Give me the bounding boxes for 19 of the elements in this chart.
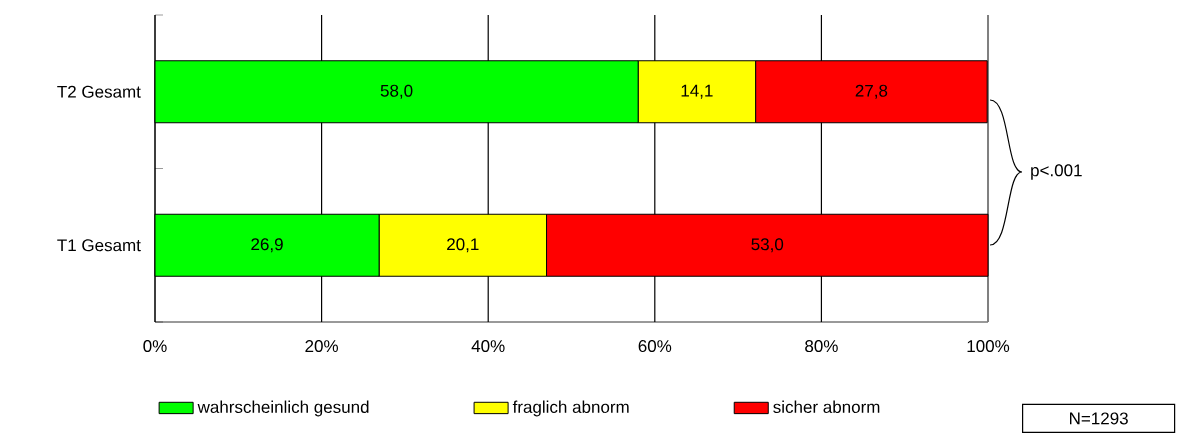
x-tick-label: 20% (305, 340, 338, 353)
y-tick-label: T2 Gesamt (57, 85, 141, 98)
legend-label: sicher abnorm (773, 400, 880, 413)
x-tick-label: 0% (143, 340, 167, 353)
data-label: 26,9 (251, 238, 283, 253)
data-label: 58,0 (380, 84, 413, 99)
x-tick-label: 100% (967, 340, 1010, 353)
data-label: 27,8 (855, 84, 888, 99)
x-tick-label: 80% (805, 340, 838, 353)
text: N=1293 (1070, 412, 1128, 425)
data-label: 20,1 (447, 238, 479, 253)
legend-label: fraglich abnorm (512, 400, 629, 417)
text: p<.001 (1031, 164, 1082, 180)
x-tick-label: 40% (471, 340, 505, 353)
data-label: 14,1 (681, 84, 713, 99)
data-label: 53,0 (751, 238, 784, 253)
x-tick-label: 60% (638, 340, 672, 353)
legend-label: wahrscheinlich gesund (197, 400, 369, 417)
y-tick-label: T1 Gesamt (57, 239, 141, 252)
